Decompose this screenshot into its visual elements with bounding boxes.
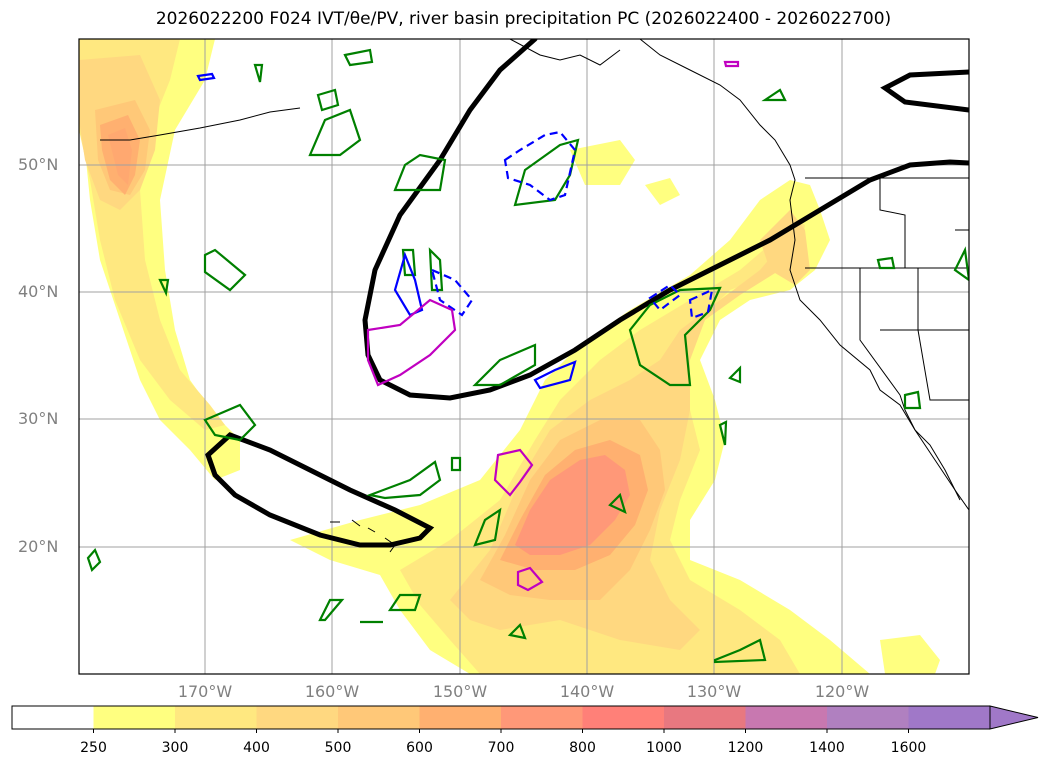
green-contour <box>203 403 257 442</box>
magenta-contour <box>723 60 740 68</box>
ivt-ar-250b <box>880 635 940 674</box>
colorbar-label: 300 <box>161 740 189 756</box>
green-contour <box>718 420 728 446</box>
green-contour <box>401 248 417 277</box>
blue-contour-dashed <box>648 283 682 312</box>
ivt-patch-small <box>645 178 680 205</box>
blue-contour <box>196 72 216 82</box>
map-title: 2026022200 F024 IVT/θe/PV, river basin p… <box>155 9 892 29</box>
colorbar-swatch <box>419 706 502 729</box>
blue-contour <box>393 251 424 317</box>
magenta-contour <box>493 448 534 497</box>
colorbar-label: 1600 <box>890 740 927 756</box>
lon-label-160w: 160°W <box>304 682 360 701</box>
ivt-shading <box>79 39 940 674</box>
alaska-coast <box>509 39 621 66</box>
lon-label-170w: 170°W <box>177 682 233 701</box>
lon-label-150w: 150°W <box>432 682 488 701</box>
green-contour <box>158 278 170 297</box>
lat-label-30n: 30°N <box>18 409 59 428</box>
map-frame <box>78 38 970 675</box>
lat-label-40n: 40°N <box>18 282 59 301</box>
theta-e-contour-north <box>362 39 969 401</box>
map-gridlines <box>79 39 969 674</box>
pv-green-contours <box>86 48 969 664</box>
lon-label-120w: 120°W <box>814 682 870 701</box>
colorbar-label: 500 <box>324 740 352 756</box>
colorbar-swatch <box>12 706 94 729</box>
aleutian-islands <box>100 107 301 141</box>
blue-contour <box>533 360 577 390</box>
colorbar-label: 1200 <box>727 740 764 756</box>
colorbar-swatch <box>745 706 828 729</box>
theta-e-contour-south <box>205 432 435 548</box>
ivt-patch-gulf <box>570 140 635 185</box>
ivt-ar-700 <box>515 455 630 555</box>
hawaii-islands <box>330 519 396 553</box>
green-contour <box>473 507 502 547</box>
green-contour <box>86 547 102 573</box>
green-contour <box>761 88 787 102</box>
ivt-band-west-700 <box>108 128 132 185</box>
lon-label-140w: 140°W <box>559 682 615 701</box>
colorbar-swatch <box>664 706 746 729</box>
ivt-coast-400 <box>760 210 810 285</box>
map-plot-area <box>79 39 969 674</box>
colorbar-label: 600 <box>406 740 433 756</box>
green-contour <box>728 365 742 384</box>
colorbar-swatch <box>827 706 909 729</box>
theta-e-contours <box>205 39 969 548</box>
green-contour <box>507 623 527 640</box>
colorbar-swatch <box>175 706 257 729</box>
magenta-contour <box>366 298 457 387</box>
lat-label-50n: 50°N <box>18 155 59 174</box>
north-america-coast <box>639 39 969 511</box>
colorbar-swatch <box>256 706 339 729</box>
colorbar-swatch <box>908 706 991 729</box>
green-contour <box>628 286 722 387</box>
green-contour <box>472 343 537 387</box>
pv-blue-contours <box>196 72 714 390</box>
colorbar-label: 800 <box>569 740 596 756</box>
green-contour <box>876 256 896 270</box>
green-contour <box>343 48 374 67</box>
colorbar-label: 1000 <box>646 740 682 756</box>
green-contour <box>253 63 264 83</box>
theta-e-contour-ne <box>880 69 969 113</box>
blue-contour-dashed <box>430 268 474 317</box>
green-contour <box>318 598 345 622</box>
colorbar-label: 700 <box>487 740 515 756</box>
green-contour <box>308 108 362 157</box>
green-contour <box>450 456 462 472</box>
green-contour <box>903 390 922 410</box>
green-contour <box>203 248 247 292</box>
green-contour <box>393 153 447 192</box>
colorbar-label: 1400 <box>809 740 845 756</box>
lat-label-20n: 20°N <box>18 537 59 556</box>
green-contour <box>366 460 442 500</box>
green-contour <box>387 593 422 612</box>
colorbar <box>11 705 1039 733</box>
pv-magenta-contours <box>366 60 740 592</box>
green-contour <box>608 492 627 515</box>
colorbar-extend-arrow <box>989 705 1039 730</box>
green-contour <box>713 638 767 664</box>
blue-contour-dashed <box>503 130 577 202</box>
blue-contour-dashed <box>688 288 714 320</box>
colorbar-label: 250 <box>80 740 107 756</box>
green-contour <box>953 246 969 282</box>
green-contour <box>428 247 444 292</box>
colorbar-swatch <box>338 706 420 729</box>
colorbar-label: 400 <box>243 740 270 756</box>
colorbar-swatch <box>582 706 665 729</box>
green-contour <box>316 88 340 112</box>
green-contour <box>513 138 580 207</box>
magenta-contour <box>516 566 544 592</box>
colorbar-swatch <box>93 706 176 729</box>
colorbar-swatch <box>501 706 583 729</box>
lon-label-130w: 130°W <box>686 682 742 701</box>
